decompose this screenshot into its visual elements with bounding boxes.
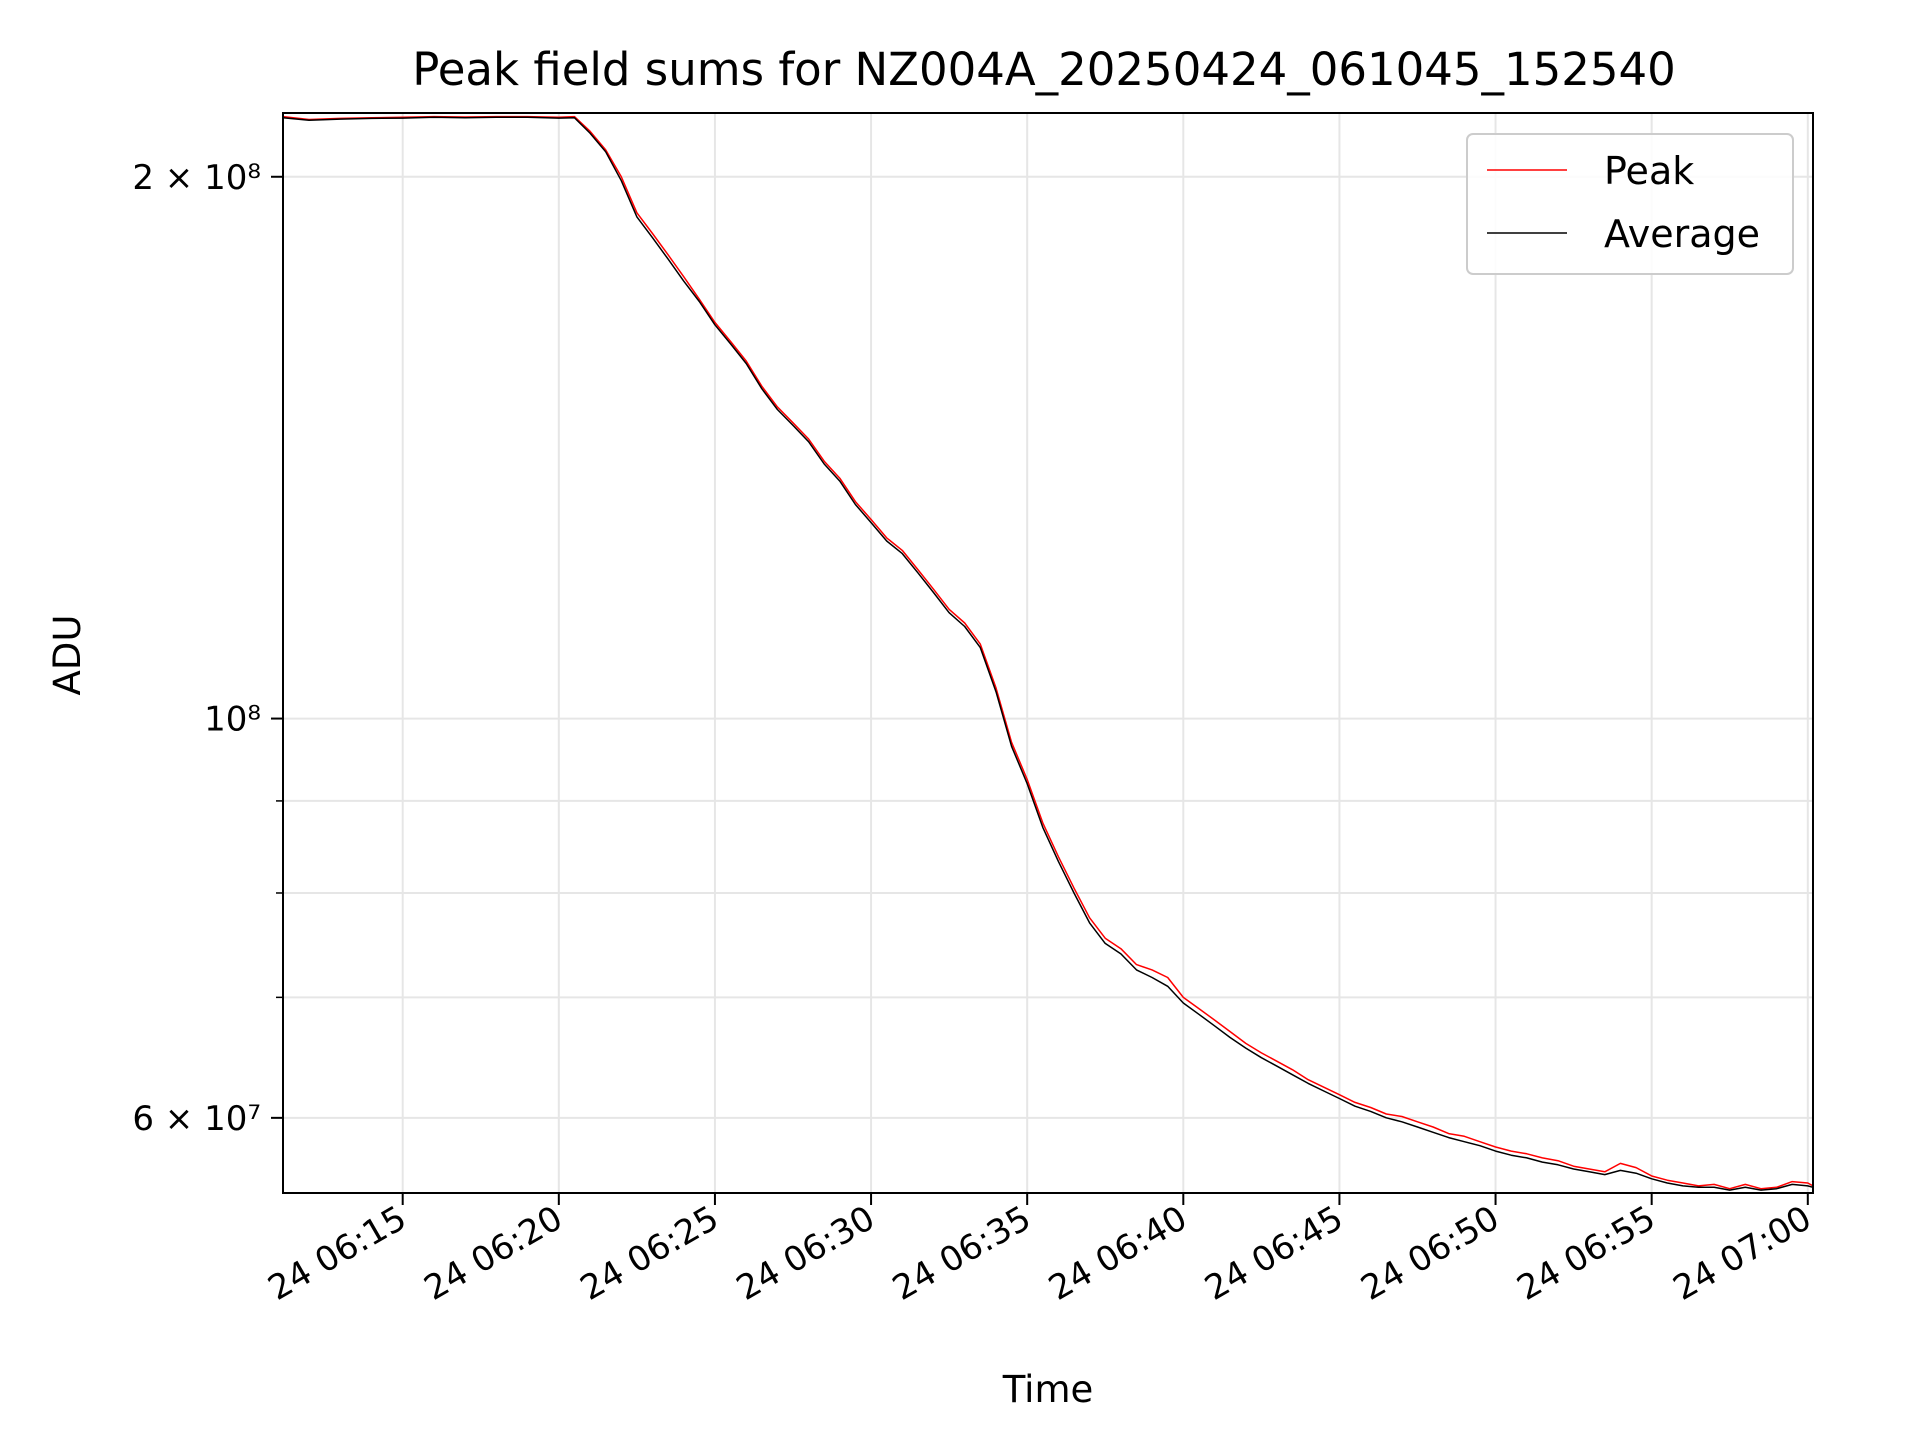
legend-box (1466, 133, 1794, 275)
x-axis-label: Time (1002, 1368, 1094, 1411)
plot-frame (282, 112, 1814, 1194)
series-line-peak (282, 115, 1814, 1190)
y-tick-label: 2 × 10⁸ (132, 158, 261, 198)
y-tick-label: 10⁸ (204, 700, 261, 740)
legend: Peak Average (1466, 133, 1794, 275)
y-tick-label: 6 × 10⁷ (132, 1099, 261, 1139)
legend-label-peak: Peak (1604, 149, 1694, 193)
series-line-average (282, 116, 1814, 1191)
y-axis-label: ADU (46, 615, 89, 696)
chart-title: Peak field sums for NZ004A_20250424_0610… (412, 43, 1676, 96)
series-layer (282, 115, 1814, 1191)
legend-label-average: Average (1604, 212, 1760, 256)
